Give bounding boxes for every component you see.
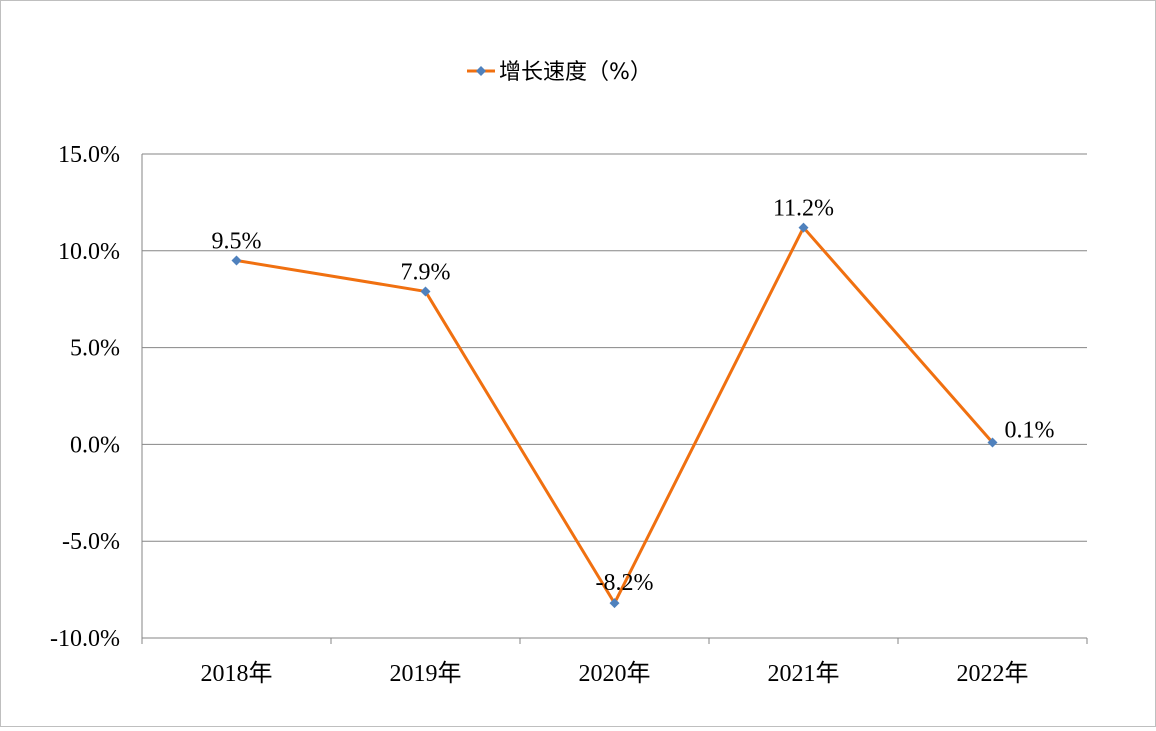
legend: 增长速度（%） bbox=[467, 60, 652, 85]
data-point-marker bbox=[420, 286, 431, 297]
x-tick-label: 2020年 bbox=[579, 660, 651, 687]
y-axis-tick-labels: 15.0% 10.0% 5.0% 0.0% -5.0% -10.0% bbox=[50, 142, 120, 652]
y-tick-label: 10.0% bbox=[58, 239, 120, 265]
y-tick-label: -5.0% bbox=[62, 529, 120, 555]
series-line bbox=[236, 226, 994, 605]
data-point-marker bbox=[798, 222, 809, 233]
gridlines bbox=[142, 153, 1087, 639]
series-line-path bbox=[236, 226, 994, 605]
legend-marker-swatch bbox=[476, 66, 486, 76]
y-tick-label: 15.0% bbox=[58, 142, 120, 168]
legend-label: 增长速度（%） bbox=[499, 60, 652, 85]
data-label: 9.5% bbox=[212, 228, 262, 254]
data-label: 7.9% bbox=[401, 259, 451, 285]
y-tick-label: 5.0% bbox=[70, 336, 120, 362]
data-label: 0.1% bbox=[1005, 417, 1055, 443]
x-tick-label: 2022年 bbox=[957, 660, 1029, 687]
data-point-marker bbox=[231, 255, 242, 266]
data-labels: 9.5% 7.9% -8.2% 11.2% 0.1% bbox=[212, 196, 1055, 597]
data-label: -8.2% bbox=[596, 570, 654, 596]
x-axis-tick-labels: 2018年 2019年 2020年 2021年 2022年 bbox=[201, 660, 1029, 687]
y-tick-label: 0.0% bbox=[70, 432, 120, 458]
y-tick-label: -10.0% bbox=[50, 626, 120, 652]
x-tick-label: 2018年 bbox=[201, 660, 273, 687]
x-tick-label: 2021年 bbox=[768, 660, 840, 687]
data-point-marker bbox=[609, 598, 620, 609]
data-point-marker bbox=[987, 437, 998, 448]
series-markers bbox=[231, 222, 998, 609]
x-tick-label: 2019年 bbox=[390, 660, 462, 687]
data-label: 11.2% bbox=[773, 196, 834, 222]
axes bbox=[141, 154, 1088, 644]
